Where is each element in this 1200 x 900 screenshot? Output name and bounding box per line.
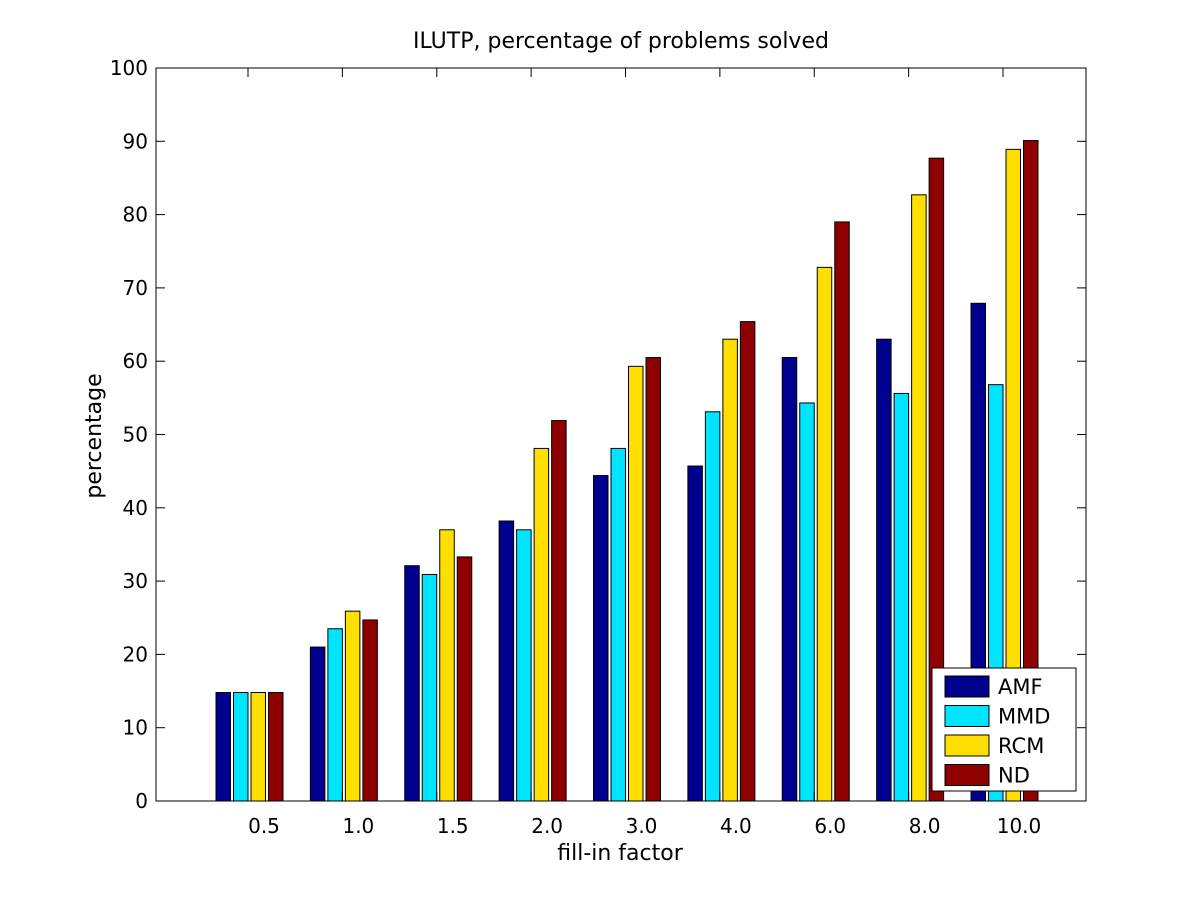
x-tick-label: 2.0 bbox=[531, 814, 563, 838]
bar-rcm-1.5 bbox=[439, 529, 455, 802]
bar-mmd-4.0 bbox=[704, 411, 721, 802]
x-tick-label: 1.5 bbox=[437, 814, 469, 838]
legend-label-amf: AMF bbox=[998, 675, 1043, 699]
bar-nd-1.0 bbox=[362, 619, 378, 802]
y-tick-label: 0 bbox=[135, 789, 148, 813]
bar-amf-2.0 bbox=[498, 520, 515, 802]
bar-mmd-2.0 bbox=[516, 529, 532, 802]
bar-rcm-3.0 bbox=[628, 365, 644, 802]
bar-mmd-3.0 bbox=[610, 447, 626, 802]
y-tick-label: 20 bbox=[123, 642, 148, 666]
legend-swatch-mmd bbox=[944, 705, 990, 727]
bar-nd-6.0 bbox=[834, 221, 850, 802]
bar-nd-1.5 bbox=[456, 556, 473, 802]
x-axis: 0.5 1.0 1.5 2.0 3.0 4.0 6.0 8.0 10.0 bbox=[247, 68, 1042, 838]
y-tick-label: 30 bbox=[123, 569, 148, 593]
bar-amf-8.0 bbox=[876, 338, 892, 802]
y-tick-label: 60 bbox=[123, 349, 148, 373]
bar-amf-3.0 bbox=[593, 475, 609, 802]
bar-rcm-0.5 bbox=[250, 692, 266, 802]
y-tick-label: 50 bbox=[123, 423, 148, 447]
x-tick-label: 3.0 bbox=[626, 814, 658, 838]
y-tick-label: 10 bbox=[123, 716, 148, 740]
bar-mmd-0.5 bbox=[233, 692, 249, 802]
bar-rcm-1.0 bbox=[344, 610, 361, 802]
y-tick-label: 40 bbox=[123, 496, 148, 520]
bar-rcm-4.0 bbox=[722, 338, 738, 802]
bar-mmd-6.0 bbox=[799, 402, 815, 802]
legend-swatch-rcm bbox=[944, 734, 990, 757]
legend-label-rcm: RCM bbox=[998, 734, 1044, 758]
x-tick-label: 8.0 bbox=[909, 814, 941, 838]
bar-nd-2.0 bbox=[551, 420, 567, 802]
legend-swatch-nd bbox=[944, 764, 990, 786]
legend-label-nd: ND bbox=[998, 764, 1030, 788]
x-tick-label: 0.5 bbox=[248, 814, 280, 838]
bar-rcm-6.0 bbox=[816, 266, 833, 802]
bar-mmd-1.5 bbox=[421, 574, 438, 802]
bar-nd-0.5 bbox=[268, 692, 284, 802]
bar-amf-1.0 bbox=[309, 646, 326, 802]
x-tick-label: 4.0 bbox=[720, 814, 752, 838]
x-tick-label: 10.0 bbox=[997, 814, 1042, 838]
bar-amf-4.0 bbox=[687, 465, 703, 802]
y-axis: 0 10 20 30 40 50 60 70 80 90 100 bbox=[110, 56, 1086, 813]
bar-nd-3.0 bbox=[645, 357, 661, 802]
bars-group bbox=[215, 140, 1039, 802]
bar-mmd-1.0 bbox=[327, 628, 343, 802]
y-axis-label: percentage bbox=[82, 373, 107, 498]
bar-amf-6.0 bbox=[781, 357, 798, 802]
bar-rcm-2.0 bbox=[533, 447, 550, 802]
x-tick-label: 1.0 bbox=[342, 814, 374, 838]
bar-amf-1.5 bbox=[404, 565, 420, 802]
bar-rcm-8.0 bbox=[911, 194, 927, 802]
chart-title: ILUTP, percentage of problems solved bbox=[413, 29, 829, 54]
y-tick-label: 70 bbox=[123, 276, 148, 300]
legend-swatch-amf bbox=[944, 675, 990, 698]
bar-nd-4.0 bbox=[739, 321, 756, 802]
x-axis-label: fill-in factor bbox=[557, 841, 683, 866]
legend: AMF MMD RCM ND bbox=[931, 667, 1077, 792]
y-tick-label: 100 bbox=[110, 56, 148, 80]
bar-mmd-8.0 bbox=[893, 392, 910, 802]
legend-label-mmd: MMD bbox=[998, 705, 1050, 729]
x-tick-label: 6.0 bbox=[814, 814, 846, 838]
y-tick-label: 80 bbox=[123, 203, 148, 227]
y-tick-label: 90 bbox=[123, 129, 148, 153]
bar-amf-0.5 bbox=[215, 692, 231, 802]
